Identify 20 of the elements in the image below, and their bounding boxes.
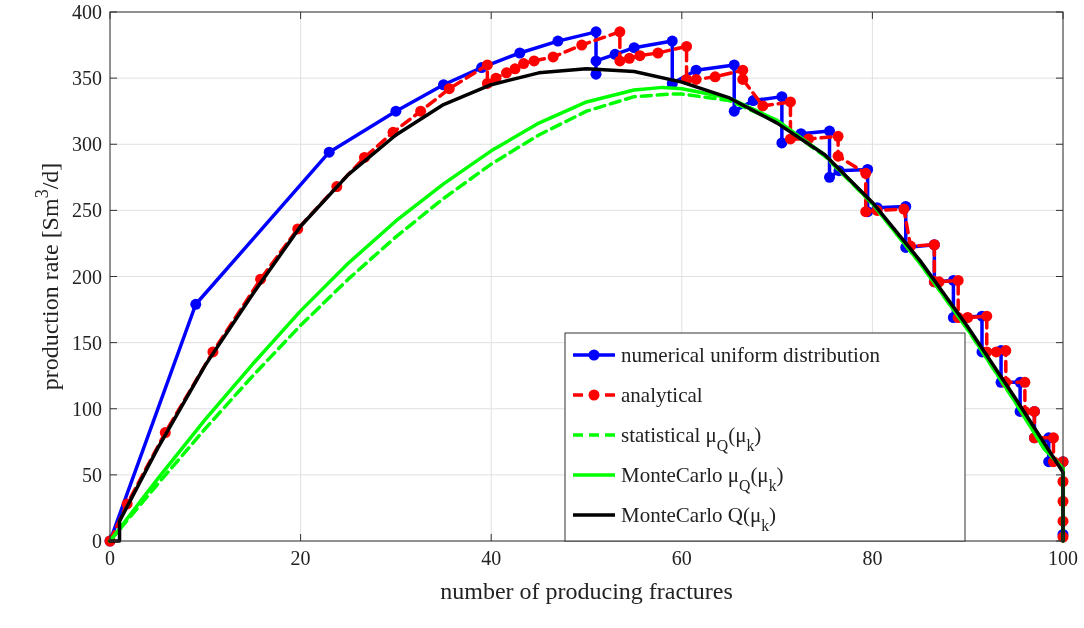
y-tick-label: 150 [72, 331, 102, 354]
legend-label: numerical uniform distribution [621, 343, 881, 367]
y-tick-label: 400 [72, 1, 102, 23]
x-axis-title: number of producing fractures [440, 578, 733, 604]
y-tick-label: 100 [72, 397, 102, 420]
y-tick-label: 0 [92, 530, 102, 552]
legend-label: MonteCarlo Q(μ$_{k}$) [621, 503, 777, 534]
x-tick-label: 60 [671, 547, 692, 569]
x-tick-label: 100 [1048, 547, 1078, 569]
y-tick-label: 300 [72, 133, 102, 156]
y-tick-label: 200 [72, 265, 102, 288]
y-tick-label: 250 [72, 199, 102, 222]
x-tick-label: 80 [862, 547, 883, 569]
y-tick-label: 50 [82, 463, 102, 486]
legend-label: MonteCarlo μ$_{Q}$(μ$_{k}$) [621, 463, 784, 494]
legend-label: statistical μ$_{Q}$(μ$_{k}$) [621, 423, 762, 454]
x-tick-label: 40 [481, 547, 502, 569]
legend-label: analytical [621, 383, 703, 407]
x-tick-label: 20 [290, 547, 311, 569]
y-tick-label: 350 [72, 67, 102, 90]
